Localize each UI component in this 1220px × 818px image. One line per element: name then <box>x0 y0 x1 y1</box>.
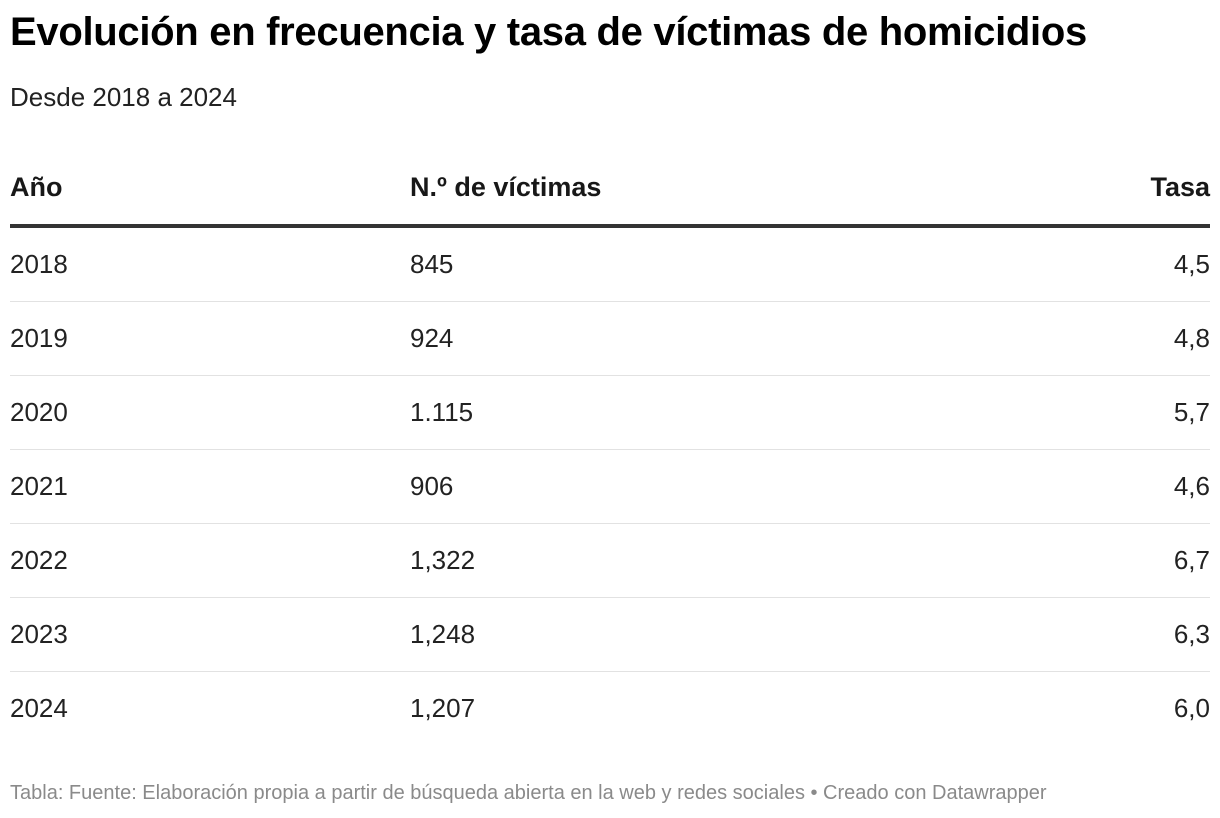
cell-victims: 1,322 <box>410 523 910 598</box>
data-table: Año N.º de víctimas Tasa 2018 845 4,5 20… <box>10 150 1210 745</box>
table-row: 2020 1.115 5,7 <box>10 375 1210 450</box>
cell-year: 2019 <box>10 301 410 376</box>
cell-year: 2022 <box>10 523 410 598</box>
cell-rate: 6,0 <box>1173 693 1210 723</box>
chart-title: Evolución en frecuencia y tasa de víctim… <box>10 10 1087 54</box>
cell-year: 2020 <box>10 375 410 450</box>
cell-rate: 6,7 <box>910 523 1210 598</box>
table-row: 2019 924 4,8 <box>10 301 1210 376</box>
column-header-year[interactable]: Año <box>10 150 410 228</box>
source-note: Tabla: Fuente: Elaboración propia a part… <box>10 782 1047 804</box>
cell-year: 2024 <box>10 693 68 723</box>
table-row: 2021 906 4,6 <box>10 449 1210 524</box>
cell-rate: 4,6 <box>910 449 1210 524</box>
cell-rate: 4,5 <box>910 226 1210 302</box>
column-header-rate[interactable]: Tasa <box>910 150 1210 228</box>
table-row: 2023 1,248 6,3 <box>10 597 1210 672</box>
table-row: 2024 1,207 6,0 <box>10 672 1210 746</box>
cell-victims: 845 <box>410 226 910 302</box>
column-header-victims[interactable]: N.º de víctimas <box>410 150 910 228</box>
table-row: 2022 1,322 6,7 <box>10 523 1210 598</box>
cell-year: 2018 <box>10 226 410 302</box>
cell-victims: 906 <box>410 449 910 524</box>
table-header-row: Año N.º de víctimas Tasa <box>10 150 1210 228</box>
cell-victims: 1,207 <box>410 693 476 723</box>
cell-victims: 1.115 <box>410 375 910 450</box>
cell-victims: 1,248 <box>410 597 910 672</box>
cell-rate: 4,8 <box>910 301 1210 376</box>
table-row: 2018 845 4,5 <box>10 226 1210 302</box>
cell-year: 2023 <box>10 597 410 672</box>
cell-year: 2021 <box>10 449 410 524</box>
chart-subtitle: Desde 2018 a 2024 <box>10 82 237 112</box>
cell-rate: 5,7 <box>910 375 1210 450</box>
cell-rate: 6,3 <box>910 597 1210 672</box>
cell-victims: 924 <box>410 301 910 376</box>
